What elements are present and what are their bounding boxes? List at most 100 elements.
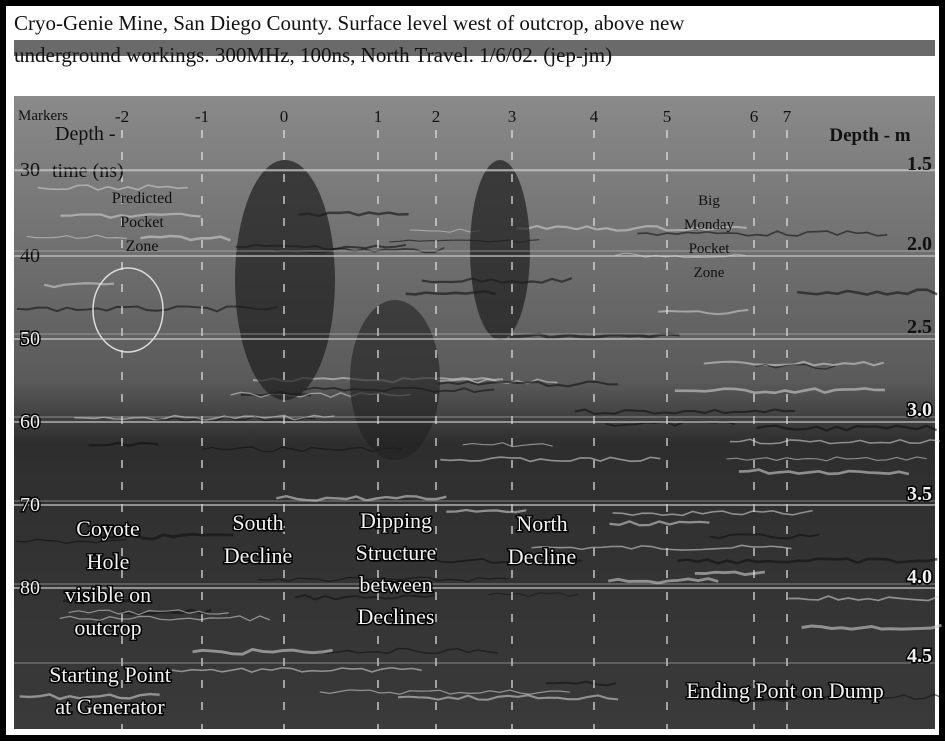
reflection <box>440 456 661 463</box>
reflection <box>16 305 278 313</box>
reflection <box>60 212 201 219</box>
annotation: Hole <box>87 549 130 574</box>
reflection <box>801 623 942 631</box>
reflection <box>19 692 160 701</box>
time-tick-label: 30 <box>20 159 40 181</box>
marker-label: -2 <box>115 107 129 126</box>
markers-label: Markers <box>18 108 68 124</box>
depth-axis-label: Depth - m <box>829 125 910 146</box>
reflection <box>297 647 498 655</box>
reflection <box>26 234 127 240</box>
annotation: Zone <box>694 265 725 281</box>
annotation: North <box>516 511 567 536</box>
annotation: between <box>359 572 432 597</box>
reflection <box>409 228 480 233</box>
reflection <box>608 577 719 585</box>
reflection <box>574 408 795 415</box>
annotation: Decline <box>508 544 576 569</box>
reflection <box>609 520 710 527</box>
annotation: Pocket <box>689 241 731 257</box>
reflection <box>446 508 527 514</box>
reflection <box>546 680 617 687</box>
marker-label: 1 <box>374 107 383 126</box>
title-line: Cryo-Genie Mine, San Diego County. Surfa… <box>14 11 685 35</box>
annotation: Monday <box>684 217 734 233</box>
reflection <box>192 647 333 656</box>
reflection <box>788 595 939 602</box>
reflection <box>397 694 619 701</box>
time-tick-label: 80 <box>20 577 40 599</box>
reflection <box>738 468 910 476</box>
annotation: Structure <box>356 540 437 565</box>
marker-label: 4 <box>590 107 599 126</box>
marker-label: 3 <box>508 107 517 126</box>
depth-tick-label: 4.5 <box>907 645 932 667</box>
reflection <box>63 597 134 605</box>
annotation: South <box>232 510 283 535</box>
depth-tick-label: 3.5 <box>907 483 932 505</box>
depth-tick-label: 2.0 <box>907 233 932 255</box>
reflection <box>37 184 188 191</box>
reflection <box>171 666 422 673</box>
time-tick-label: 40 <box>20 245 40 267</box>
reflection <box>756 424 938 432</box>
reflection <box>658 309 749 316</box>
reflection <box>713 695 814 703</box>
reflection <box>726 456 927 462</box>
title-line: underground workings. 300MHz, 100ns, Nor… <box>14 43 612 67</box>
annotation: Dipping <box>360 508 432 533</box>
reflection-texture <box>16 184 945 703</box>
marker-label: 0 <box>280 107 289 126</box>
reflection <box>531 544 792 551</box>
annotation: Big <box>698 193 720 209</box>
reflection <box>516 224 747 232</box>
annotation: Starting Point <box>49 662 171 687</box>
marker-label: 2 <box>432 107 441 126</box>
reflection <box>372 557 583 565</box>
reflection <box>88 441 159 448</box>
annotation: Predicted <box>112 190 172 207</box>
reflection <box>797 288 938 296</box>
depth-tick-label: 4.0 <box>907 566 932 588</box>
annotation: Zone <box>126 238 159 255</box>
time-tick-label: 50 <box>20 328 40 350</box>
reflection <box>319 689 570 695</box>
annotation: Decline <box>224 543 292 568</box>
marker-label: 5 <box>663 107 672 126</box>
hyperbola-south <box>235 160 335 400</box>
reflection <box>637 230 888 237</box>
reflection <box>438 380 619 388</box>
annotation: outcrop <box>74 615 141 640</box>
reflection <box>43 282 115 289</box>
reflection <box>730 438 941 445</box>
title-shading <box>14 40 935 56</box>
annotation: at Generator <box>55 694 165 719</box>
marker-label: -1 <box>195 107 209 126</box>
reflection <box>709 533 820 540</box>
time-axis-label: Depth - <box>55 123 116 145</box>
reflection <box>59 615 271 622</box>
reflection <box>488 592 579 598</box>
annotation: Ending Pont on Dump <box>686 678 883 703</box>
reflection <box>694 570 766 576</box>
reflection <box>140 234 231 242</box>
pocket-outline <box>92 267 164 353</box>
annotation: Pocket <box>120 214 164 231</box>
reflection <box>276 494 447 502</box>
marker-label: 6 <box>750 107 759 126</box>
reflection <box>612 509 813 517</box>
hyperbola-north <box>470 160 530 340</box>
dipping-structure <box>350 300 440 460</box>
reflection <box>258 576 509 583</box>
reflection <box>677 557 938 565</box>
reflection <box>155 415 316 422</box>
reflection <box>755 363 836 370</box>
time-tick-label: 70 <box>20 494 40 516</box>
radargram <box>14 96 935 729</box>
annotation: Declines <box>358 604 435 629</box>
overlay: Cryo-Genie Mine, San Diego County. Surfa… <box>14 11 935 729</box>
reflection <box>16 538 127 545</box>
reflection <box>674 387 885 395</box>
